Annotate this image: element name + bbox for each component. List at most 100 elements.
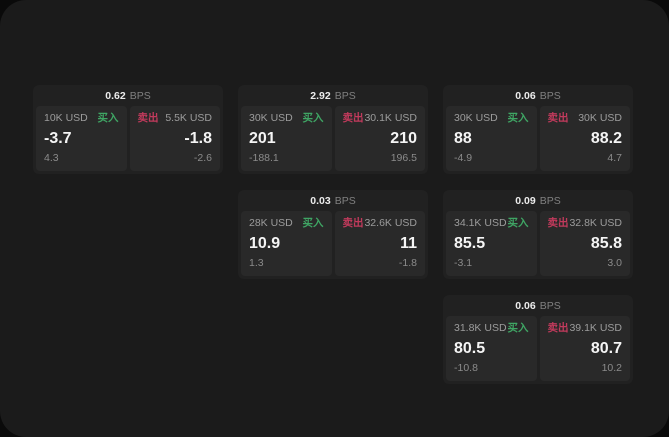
buy-panel[interactable]: 31.8K USD 买入 80.5 -10.8 bbox=[446, 316, 537, 381]
buy-panel[interactable]: 10K USD 买入 -3.7 4.3 bbox=[36, 106, 127, 171]
buy-panel[interactable]: 28K USD 买入 10.9 1.3 bbox=[241, 211, 332, 276]
quote-card: 0.62 BPS 10K USD 买入 -3.7 4.3 卖出 5.5K USD… bbox=[33, 85, 223, 174]
buy-panel-top: 34.1K USD 买入 bbox=[454, 217, 529, 230]
quote-card: 2.92 BPS 30K USD 买入 201 -188.1 卖出 30.1K … bbox=[238, 85, 428, 174]
sell-change: 10.2 bbox=[601, 362, 622, 374]
sell-change: -2.6 bbox=[193, 152, 212, 164]
buy-price: -3.7 bbox=[44, 130, 72, 147]
sell-panel-top: 卖出 39.1K USD bbox=[548, 322, 623, 335]
buy-change: -4.9 bbox=[454, 152, 473, 164]
buy-price: 85.5 bbox=[454, 235, 486, 252]
sell-price: 85.8 bbox=[590, 235, 622, 252]
buy-change: 1.3 bbox=[249, 257, 264, 269]
bps-unit: BPS bbox=[334, 194, 356, 207]
buy-side-label: 买入 bbox=[507, 322, 529, 334]
buy-panel-top: 10K USD 买入 bbox=[44, 112, 119, 125]
sell-amount: 39.1K USD bbox=[569, 322, 622, 334]
sell-side-label: 卖出 bbox=[137, 112, 159, 124]
quote-card: 0.06 BPS 31.8K USD 买入 80.5 -10.8 卖出 39.1… bbox=[443, 295, 633, 384]
buy-side-label: 买入 bbox=[302, 112, 324, 124]
quote-panels: 10K USD 买入 -3.7 4.3 卖出 5.5K USD -1.8 -2.… bbox=[33, 106, 223, 174]
quote-panels: 34.1K USD 买入 85.5 -3.1 卖出 32.8K USD 85.8… bbox=[443, 211, 633, 279]
buy-amount: 34.1K USD bbox=[454, 217, 507, 229]
buy-change: 4.3 bbox=[44, 152, 59, 164]
bps-unit: BPS bbox=[334, 89, 356, 102]
bps-value: 0.62 bbox=[105, 89, 126, 102]
buy-panel[interactable]: 30K USD 买入 88 -4.9 bbox=[446, 106, 537, 171]
buy-change: -10.8 bbox=[454, 362, 478, 374]
buy-price: 10.9 bbox=[249, 235, 281, 252]
sell-change: 196.5 bbox=[390, 152, 417, 164]
sell-side-label: 卖出 bbox=[547, 217, 569, 229]
bps-value: 0.06 bbox=[515, 299, 536, 312]
buy-change: -188.1 bbox=[249, 152, 279, 164]
card-header: 0.62 BPS bbox=[33, 85, 223, 106]
quote-card: 0.03 BPS 28K USD 买入 10.9 1.3 卖出 32.6K US… bbox=[238, 190, 428, 279]
buy-panel[interactable]: 34.1K USD 买入 85.5 -3.1 bbox=[446, 211, 537, 276]
sell-change: 4.7 bbox=[607, 152, 622, 164]
card-header: 0.06 BPS bbox=[443, 85, 633, 106]
bps-value: 0.06 bbox=[515, 89, 536, 102]
sell-panel-top: 卖出 30K USD bbox=[548, 112, 623, 125]
sell-side-label: 卖出 bbox=[342, 112, 364, 124]
quote-panels: 28K USD 买入 10.9 1.3 卖出 32.6K USD 11 -1.8 bbox=[238, 211, 428, 279]
quote-panels: 30K USD 买入 201 -188.1 卖出 30.1K USD 210 1… bbox=[238, 106, 428, 174]
buy-change: -3.1 bbox=[454, 257, 473, 269]
sell-panel-top: 卖出 5.5K USD bbox=[138, 112, 213, 125]
buy-side-label: 买入 bbox=[302, 217, 324, 229]
card-header: 0.06 BPS bbox=[443, 295, 633, 316]
bps-unit: BPS bbox=[539, 299, 561, 312]
sell-price: 210 bbox=[390, 130, 417, 147]
bps-unit: BPS bbox=[539, 89, 561, 102]
sell-change: -1.8 bbox=[398, 257, 417, 269]
quote-card: 0.06 BPS 30K USD 买入 88 -4.9 卖出 30K USD 8… bbox=[443, 85, 633, 174]
sell-price: 88.2 bbox=[590, 130, 622, 147]
sell-amount: 5.5K USD bbox=[165, 112, 212, 124]
buy-side-label: 买入 bbox=[507, 112, 529, 124]
card-header: 2.92 BPS bbox=[238, 85, 428, 106]
sell-panel[interactable]: 卖出 5.5K USD -1.8 -2.6 bbox=[129, 106, 220, 171]
sell-panel[interactable]: 卖出 32.6K USD 11 -1.8 bbox=[334, 211, 425, 276]
buy-amount: 10K USD bbox=[44, 112, 88, 124]
sell-change: 3.0 bbox=[607, 257, 622, 269]
buy-amount: 30K USD bbox=[249, 112, 293, 124]
sell-amount: 32.6K USD bbox=[364, 217, 417, 229]
buy-price: 80.5 bbox=[454, 340, 486, 357]
buy-side-label: 买入 bbox=[507, 217, 529, 229]
quote-panels: 30K USD 买入 88 -4.9 卖出 30K USD 88.2 4.7 bbox=[443, 106, 633, 174]
bps-unit: BPS bbox=[129, 89, 151, 102]
buy-amount: 30K USD bbox=[454, 112, 498, 124]
sell-amount: 30K USD bbox=[578, 112, 622, 124]
sell-price: 80.7 bbox=[590, 340, 622, 357]
sell-price: 11 bbox=[400, 235, 417, 252]
card-header: 0.03 BPS bbox=[238, 190, 428, 211]
sell-panel[interactable]: 卖出 39.1K USD 80.7 10.2 bbox=[539, 316, 630, 381]
bps-value: 0.03 bbox=[310, 194, 331, 207]
buy-price: 88 bbox=[454, 130, 472, 147]
bps-value: 2.92 bbox=[310, 89, 331, 102]
sell-amount: 32.8K USD bbox=[569, 217, 622, 229]
sell-panel-top: 卖出 30.1K USD bbox=[343, 112, 418, 125]
sell-panel[interactable]: 卖出 30.1K USD 210 196.5 bbox=[334, 106, 425, 171]
sell-panel[interactable]: 卖出 30K USD 88.2 4.7 bbox=[539, 106, 630, 171]
sell-side-label: 卖出 bbox=[547, 112, 569, 124]
bps-unit: BPS bbox=[539, 194, 561, 207]
sell-panel-top: 卖出 32.6K USD bbox=[343, 217, 418, 230]
quote-card: 0.09 BPS 34.1K USD 买入 85.5 -3.1 卖出 32.8K… bbox=[443, 190, 633, 279]
sell-price: -1.8 bbox=[184, 130, 212, 147]
sell-side-label: 卖出 bbox=[342, 217, 364, 229]
buy-panel-top: 31.8K USD 买入 bbox=[454, 322, 529, 335]
sell-side-label: 卖出 bbox=[547, 322, 569, 334]
buy-panel-top: 30K USD 买入 bbox=[454, 112, 529, 125]
sell-panel[interactable]: 卖出 32.8K USD 85.8 3.0 bbox=[539, 211, 630, 276]
buy-panel[interactable]: 30K USD 买入 201 -188.1 bbox=[241, 106, 332, 171]
buy-panel-top: 30K USD 买入 bbox=[249, 112, 324, 125]
buy-side-label: 买入 bbox=[97, 112, 119, 124]
sell-panel-top: 卖出 32.8K USD bbox=[548, 217, 623, 230]
buy-amount: 31.8K USD bbox=[454, 322, 507, 334]
sell-amount: 30.1K USD bbox=[364, 112, 417, 124]
buy-amount: 28K USD bbox=[249, 217, 293, 229]
buy-panel-top: 28K USD 买入 bbox=[249, 217, 324, 230]
quote-panels: 31.8K USD 买入 80.5 -10.8 卖出 39.1K USD 80.… bbox=[443, 316, 633, 384]
